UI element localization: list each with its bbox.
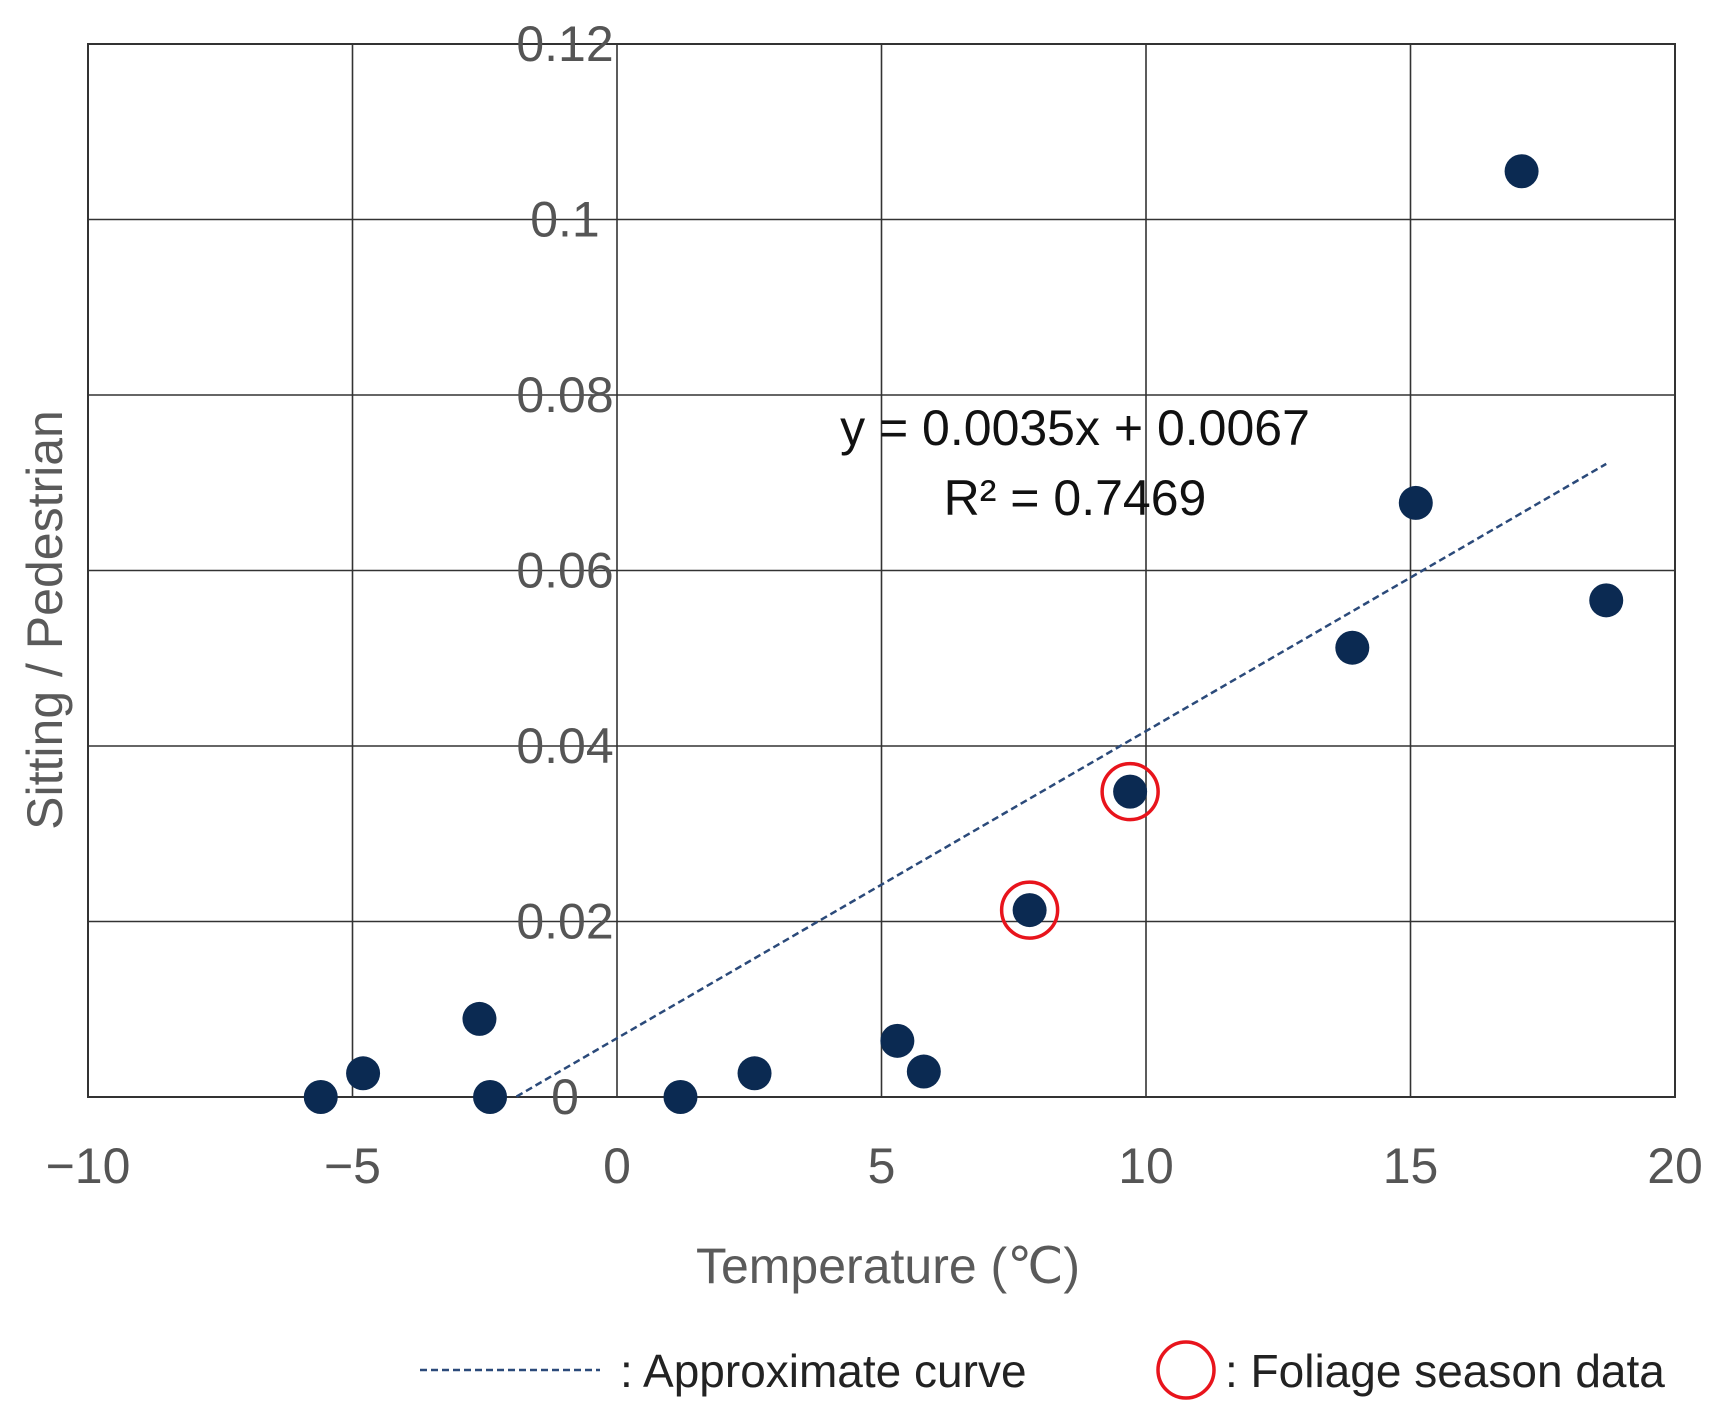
data-point <box>1589 583 1624 618</box>
legend-label-approximate-curve: : Approximate curve <box>620 1345 1027 1397</box>
x-tick-label: 0 <box>603 1138 631 1194</box>
y-tick-label: 0.08 <box>516 367 613 423</box>
x-tick-label: −5 <box>324 1138 381 1194</box>
grid-lines <box>87 43 1676 1098</box>
data-point <box>473 1080 508 1114</box>
data-point <box>346 1056 381 1091</box>
data-point <box>1113 774 1148 809</box>
foliage-highlight-ring <box>999 880 1060 940</box>
legend: : Approximate curve : Foliage season dat… <box>420 1340 1665 1400</box>
y-tick-label: 0.02 <box>516 894 613 950</box>
y-axis-title: Sitting / Pedestrian <box>17 410 73 830</box>
data-point <box>1398 485 1433 520</box>
x-tick-labels: −10 −5 0 5 10 15 20 <box>46 1138 1703 1194</box>
data-point <box>906 1054 941 1089</box>
foliage-highlight-ring <box>1100 761 1160 822</box>
y-tick-label: 0.1 <box>530 192 600 248</box>
y-tick-label: 0.06 <box>516 543 613 599</box>
x-tick-label: 20 <box>1647 1138 1703 1194</box>
y-tick-labels: 0 0.02 0.04 0.06 0.08 0.1 0.12 <box>516 16 613 1125</box>
data-point <box>1012 893 1047 928</box>
plot-border <box>87 43 1676 1098</box>
y-tick-label: 0.12 <box>516 16 613 72</box>
y-tick-label: 0 <box>551 1069 579 1125</box>
legend-red-circle-swatch <box>1156 1340 1216 1400</box>
trendline-r-squared: R² = 0.7469 <box>944 470 1207 526</box>
highlight-rings <box>999 761 1160 940</box>
data-point <box>303 1080 338 1114</box>
data-point <box>663 1080 698 1114</box>
x-tick-label: −10 <box>46 1138 131 1194</box>
x-tick-label: 10 <box>1118 1138 1174 1194</box>
x-axis-title: Temperature (℃) <box>696 1238 1080 1294</box>
x-tick-label: 15 <box>1383 1138 1439 1194</box>
trendline-equation: y = 0.0035x + 0.0067 <box>840 400 1310 456</box>
legend-label-foliage-season: : Foliage season data <box>1225 1345 1665 1397</box>
data-point <box>462 1001 497 1036</box>
data-point <box>1504 154 1539 189</box>
data-point <box>1335 630 1370 665</box>
data-point <box>737 1056 772 1091</box>
data-points <box>303 154 1624 1114</box>
trendline-group <box>515 462 1607 1098</box>
data-point <box>880 1023 915 1058</box>
trendline <box>515 462 1607 1098</box>
x-tick-label: 5 <box>868 1138 896 1194</box>
y-tick-label: 0.04 <box>516 718 613 774</box>
